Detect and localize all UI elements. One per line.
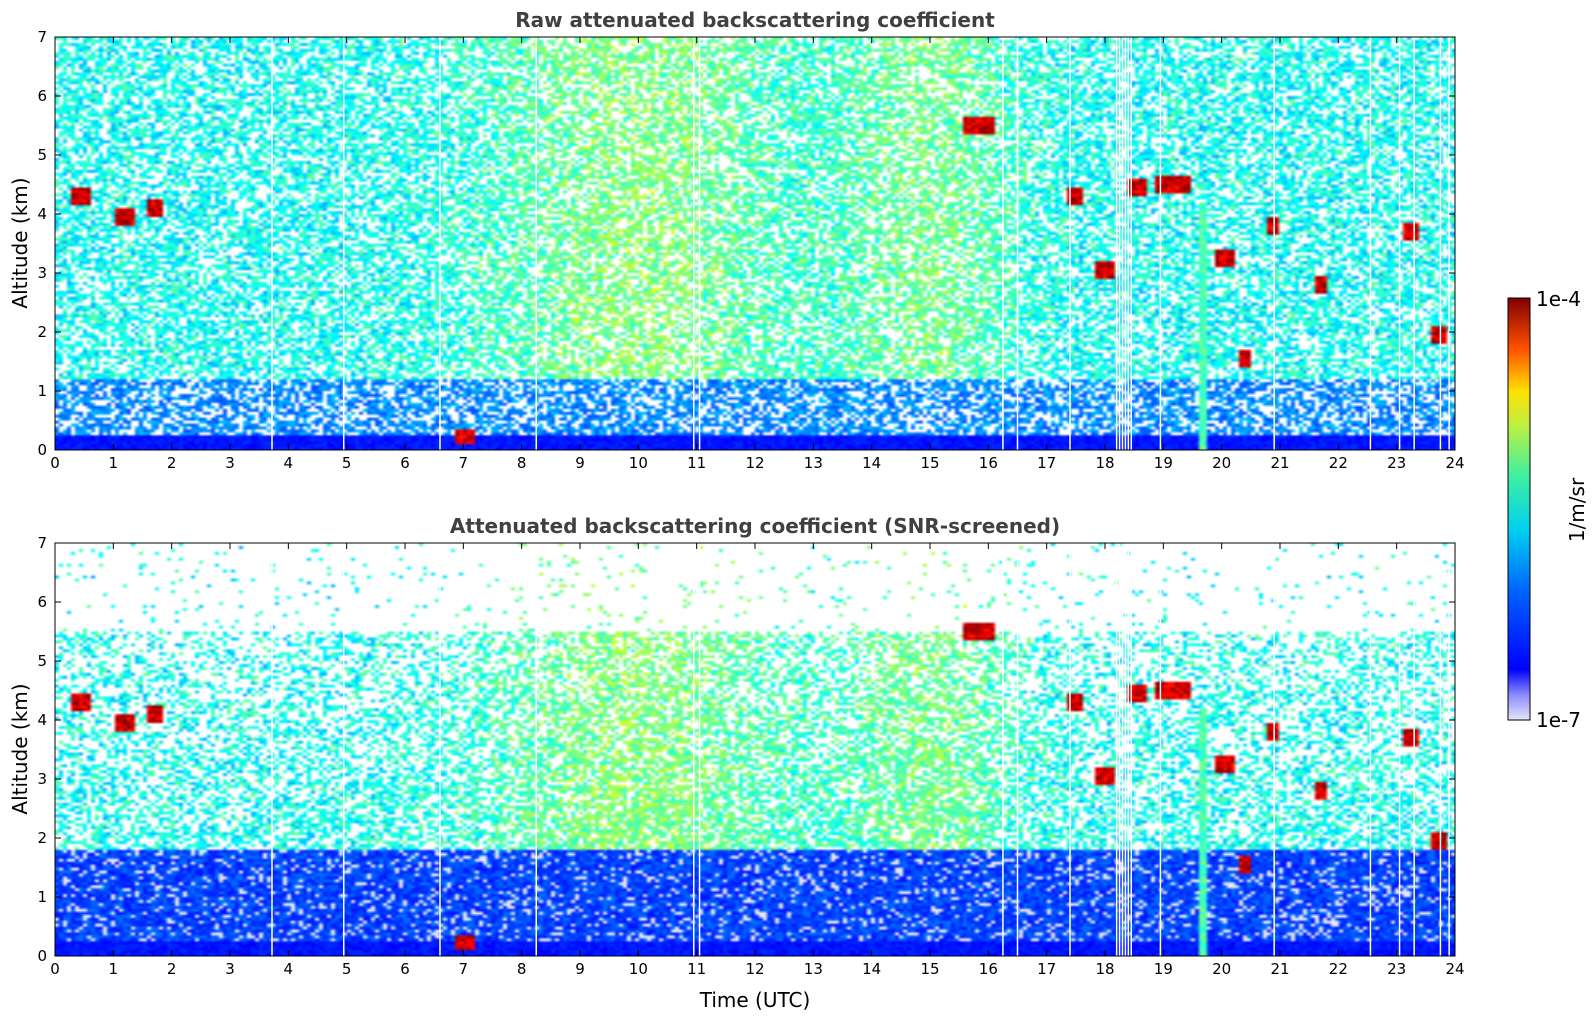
x-tick-label: 8 [517,454,527,472]
x-tick-label: 16 [979,960,998,978]
x-tick-label: 13 [804,454,823,472]
y-axis-label-raw: Altitude (km) [8,177,32,308]
x-tick-label: 19 [1154,454,1173,472]
y-tick-label: 2 [37,829,47,847]
y-tick-label: 6 [37,593,47,611]
x-tick-label: 1 [109,454,119,472]
colorbar-max-label: 1e-4 [1536,287,1581,311]
x-tick-label: 10 [629,454,648,472]
y-tick-label: 0 [37,441,47,459]
x-tick-label: 3 [225,454,235,472]
x-tick-label: 16 [979,454,998,472]
panel-title-raw: Raw attenuated backscattering coefficien… [515,8,995,32]
x-tick-label: 0 [50,960,60,978]
x-tick-label: 4 [284,960,294,978]
x-tick-label: 20 [1212,960,1231,978]
panel-title-screened: Attenuated backscattering coefficient (S… [450,514,1060,538]
y-tick-label: 7 [37,28,47,46]
x-tick-label: 14 [862,960,881,978]
y-tick-label: 7 [37,534,47,552]
colorbar [1507,297,1531,721]
x-tick-label: 22 [1329,454,1348,472]
x-tick-label: 23 [1387,454,1406,472]
colorbar-min-label: 1e-7 [1536,708,1581,732]
x-tick-label: 18 [1095,960,1114,978]
x-tick-label: 14 [862,454,881,472]
x-tick-label: 19 [1154,960,1173,978]
x-tick-label: 1 [109,960,119,978]
x-tick-label: 21 [1270,454,1289,472]
x-tick-label: 9 [575,454,585,472]
x-tick-label: 15 [920,960,939,978]
y-tick-label: 2 [37,323,47,341]
x-tick-label: 5 [342,454,352,472]
panel-raw: 0 1 2 3 4 5 6 7 8 9 10 11 12 13 14 15 16 17 18 19 20 21 22 23 24… [37,28,1464,472]
y-tick-label: 4 [37,205,47,223]
y-tick-label: 4 [37,711,47,729]
x-tick-label: 15 [920,454,939,472]
x-tick-label: 21 [1270,960,1289,978]
x-tick-label: 0 [50,454,60,472]
backscatter-heatmap [55,37,1455,450]
x-tick-label: 18 [1095,454,1114,472]
x-axis-label: Time (UTC) [699,988,811,1012]
x-tick-label: 5 [342,960,352,978]
x-tick-label: 12 [745,960,764,978]
panel-screened: 0 1 2 3 4 5 6 7 8 9 10 11 12 13 14 15 16 17 18 19 20 21 22 23 24… [37,534,1464,978]
colorbar-label: 1/m/sr [1565,477,1589,542]
x-tick-label: 8 [517,960,527,978]
x-tick-label: 2 [167,454,177,472]
y-tick-label: 3 [37,770,47,788]
x-tick-label: 24 [1445,960,1464,978]
x-tick-label: 6 [400,454,410,472]
y-tick-label: 5 [37,146,47,164]
y-tick-label: 0 [37,947,47,965]
x-tick-label: 11 [687,960,706,978]
x-tick-label: 17 [1037,454,1056,472]
x-tick-label: 9 [575,960,585,978]
x-tick-label: 23 [1387,960,1406,978]
x-tick-label: 6 [400,960,410,978]
x-tick-label: 11 [687,454,706,472]
backscatter-heatmap [55,543,1455,956]
x-tick-label: 7 [459,960,469,978]
y-tick-label: 5 [37,652,47,670]
y-tick-label: 1 [37,888,47,906]
x-tick-label: 20 [1212,454,1231,472]
y-tick-label: 6 [37,87,47,105]
x-tick-label: 10 [629,960,648,978]
x-tick-label: 7 [459,454,469,472]
x-tick-label: 12 [745,454,764,472]
x-tick-label: 24 [1445,454,1464,472]
x-tick-label: 4 [284,454,294,472]
x-tick-label: 3 [225,960,235,978]
x-tick-label: 17 [1037,960,1056,978]
x-tick-label: 22 [1329,960,1348,978]
x-tick-label: 2 [167,960,177,978]
y-tick-label: 3 [37,264,47,282]
x-tick-label: 13 [804,960,823,978]
y-axis-label-screened: Altitude (km) [8,683,32,814]
y-tick-label: 1 [37,382,47,400]
